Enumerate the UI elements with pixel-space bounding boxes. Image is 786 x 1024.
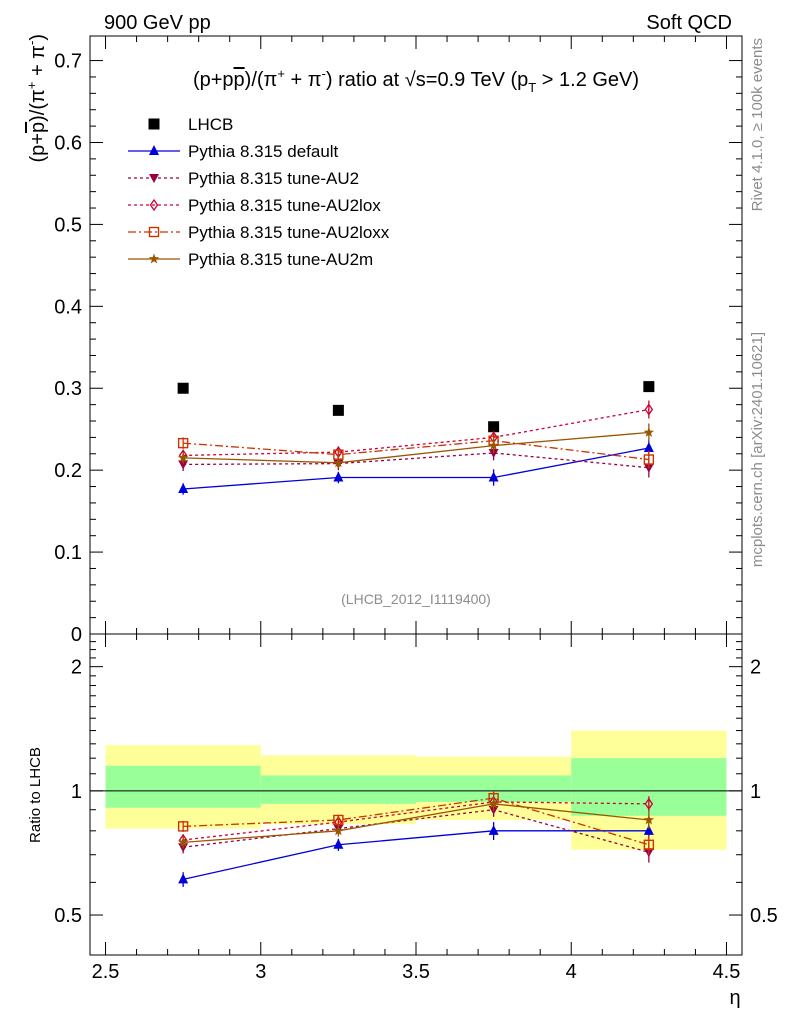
ratio-point-au2m <box>333 825 344 836</box>
header-left: 900 GeV pp <box>104 12 211 34</box>
ratio-uncertainty-bands <box>105 730 727 850</box>
main-point-lhcb <box>643 381 655 393</box>
legend-label-lhcb: LHCB <box>188 115 233 134</box>
main-point-default <box>488 471 499 482</box>
title-sqrt: √s <box>405 69 426 91</box>
mcplots-label: mcplots.cern.ch [arXiv:2401.10621] <box>749 332 766 567</box>
ratio-point-au2loxx <box>643 839 655 850</box>
legend-marker-au2loxx <box>148 226 160 238</box>
ratio-point-au2m <box>177 836 189 847</box>
main-point-au2m <box>177 452 189 463</box>
legend-label-au2: Pythia 8.315 tune-AU2 <box>188 169 359 188</box>
main-point-lhcb <box>332 404 344 416</box>
ratio-point-default <box>643 824 654 835</box>
ratio-point-default <box>333 838 344 849</box>
analysis-id: (LHCB_2012_I1119400) <box>341 591 491 607</box>
legend-marker-au2m <box>148 253 160 264</box>
main-point-au2m <box>333 457 344 468</box>
ratio-ytick-label-left: 1 <box>71 781 82 803</box>
rivet-label: Rivet 4.1.0, ≥ 100k events <box>749 38 766 211</box>
legend-label-au2lox: Pythia 8.315 tune-AU2lox <box>188 196 381 215</box>
main-ytick-label: 0 <box>71 624 82 646</box>
main-point-au2loxx <box>643 454 655 465</box>
main-ytick-label: 0.7 <box>54 51 82 73</box>
legend-label-au2m: Pythia 8.315 tune-AU2m <box>188 250 373 269</box>
header-right: Soft QCD <box>646 12 732 34</box>
legend: LHCB Pythia 8.315 default Pythia 8.315 tun… <box>128 115 390 269</box>
ratio-point-au2loxx <box>177 821 189 832</box>
ratio-point-default <box>488 824 499 835</box>
ratio-line-au2lox <box>183 801 649 841</box>
legend-label-default: Pythia 8.315 default <box>188 142 339 161</box>
title-pbar: p <box>234 69 245 91</box>
x-tick-label: 3 <box>255 961 266 983</box>
legend-marker-au2 <box>149 174 159 183</box>
main-ytick-label: 0.6 <box>54 132 82 154</box>
legend-label-au2loxx: Pythia 8.315 tune-AU2loxx <box>188 223 390 242</box>
main-point-au2 <box>488 448 499 458</box>
main-point-default <box>333 471 344 482</box>
ratio-point-au2lox <box>644 797 654 810</box>
ratio-ytick-label-left: 2 <box>71 657 82 679</box>
main-line-au2m <box>183 431 649 464</box>
x-axis-label: η <box>729 987 740 1009</box>
legend-marker-lhcb <box>148 118 160 130</box>
main-ytick-label: 0.4 <box>54 296 82 318</box>
ratio-ytick-label-right: 2 <box>750 657 761 679</box>
legend-marker-au2lox <box>149 198 159 212</box>
main-point-au2 <box>178 460 189 470</box>
main-point-au2m <box>643 426 655 437</box>
data-series <box>177 381 655 887</box>
main-ytick-label: 0.3 <box>54 378 82 400</box>
main-point-default <box>643 442 654 453</box>
axes-frames: 0 0.1 0.2 0.3 0.4 0.5 0.6 0.7 0.5 0.5 1 1 2 2 2.5 3 3.5 4… <box>54 35 778 983</box>
main-line-default <box>183 447 649 490</box>
ratio-point-default <box>178 873 189 884</box>
ratio-line-au2 <box>183 809 650 853</box>
ratio-ylabel: Ratio to LHCB <box>27 747 44 843</box>
band-inner-1 <box>260 775 416 804</box>
chart-title: (p+pp)/(π+ + π-) ratio at √s=0.9 TeV (pT… <box>193 66 639 95</box>
main-point-au2lox <box>644 403 654 416</box>
x-tick-label: 2.5 <box>92 961 120 983</box>
main-line-au2lox <box>183 408 649 457</box>
band-inner-0 <box>105 765 261 808</box>
main-ytick-label: 0.2 <box>54 460 82 482</box>
main-ytick-label: 0.5 <box>54 214 82 236</box>
ratio-ytick-label-right: 0.5 <box>750 905 778 927</box>
main-line-au2loxx <box>183 440 649 461</box>
main-point-lhcb <box>177 382 189 394</box>
legend-marker-default <box>149 145 159 155</box>
ratio-line-au2m <box>183 803 649 844</box>
main-point-lhcb <box>488 421 500 433</box>
ratio-point-au2loxx <box>333 814 344 826</box>
main-point-default <box>178 483 189 494</box>
main-ylabel: (p+p)/(π+ + π-) <box>24 34 49 162</box>
main-point-au2m <box>488 440 499 451</box>
x-tick-label: 3.5 <box>402 961 430 983</box>
main-ytick-label: 0.1 <box>54 542 82 564</box>
x-tick-label: 4.5 <box>713 961 741 983</box>
ratio-ytick-label-right: 1 <box>750 781 761 803</box>
ratio-point-au2m <box>488 798 499 809</box>
ratio-ytick-label-left: 0.5 <box>54 905 82 927</box>
main-point-au2loxx <box>177 437 189 449</box>
x-tick-label: 4 <box>566 961 577 983</box>
ratio-point-au2m <box>643 814 655 825</box>
ratio-line-default <box>183 830 649 881</box>
